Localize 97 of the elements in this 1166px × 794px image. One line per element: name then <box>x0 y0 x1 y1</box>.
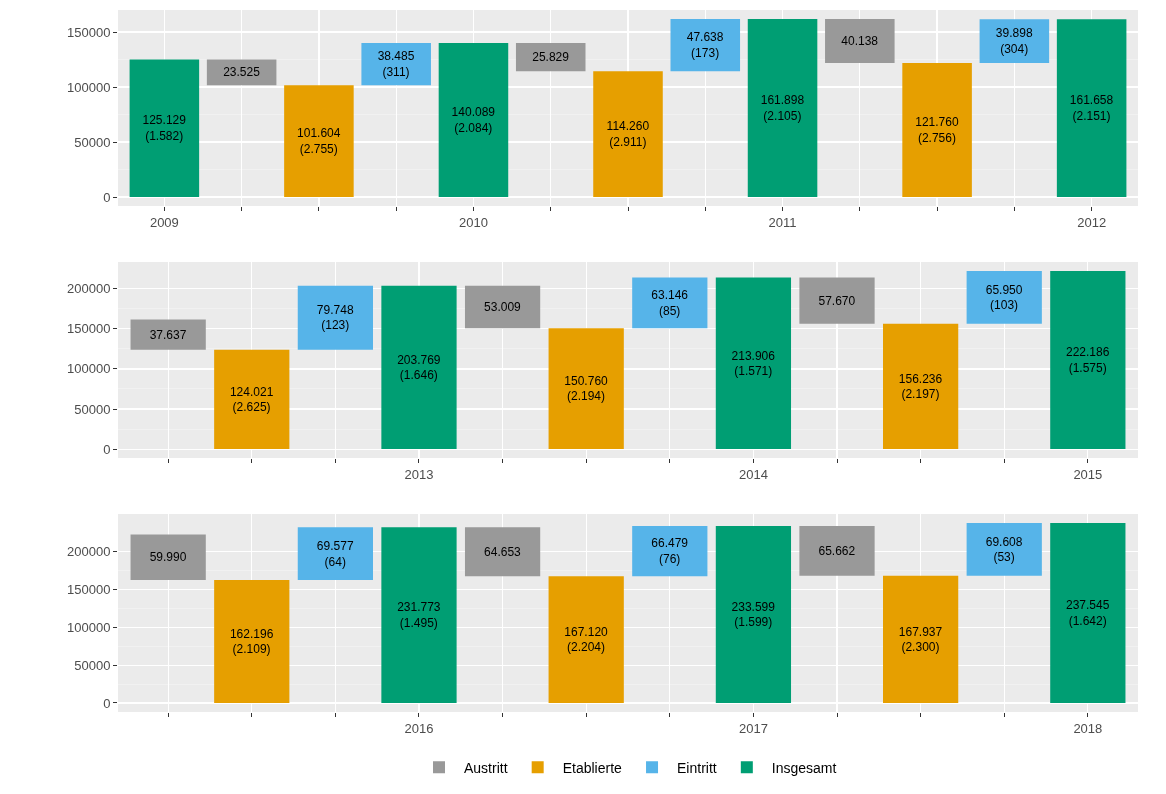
data-label: 47.638 (173) <box>686 30 724 60</box>
bar <box>825 18 895 64</box>
data-label: 40.138 <box>841 34 879 49</box>
x-tick-label: 2018 <box>1073 720 1103 736</box>
bar <box>593 71 663 198</box>
x-tick-label: 2015 <box>1073 466 1103 482</box>
y-tick-label: 50000 <box>74 134 111 150</box>
y-tick-label: 100000 <box>67 361 111 377</box>
x-tick-label: 2017 <box>738 720 768 736</box>
data-label: 167.937 (2.300) <box>898 624 943 655</box>
data-label: 124.021 (2.625) <box>229 384 274 415</box>
y-tick-label: 0 <box>103 695 111 711</box>
bar <box>883 323 959 450</box>
data-label: 231.773 (1.495) <box>397 600 441 630</box>
bar <box>1056 19 1127 198</box>
data-label: 79.748 (123) <box>316 302 354 333</box>
data-label: 161.658 (2.151) <box>1069 93 1114 123</box>
legend-label: Insgesamt <box>771 759 837 776</box>
data-label: 23.525 <box>223 65 261 80</box>
x-tick-label: 2009 <box>149 214 179 230</box>
bar <box>747 18 818 198</box>
y-tick-label: 100000 <box>67 619 111 635</box>
data-label: 65.950 (103) <box>985 282 1023 313</box>
y-tick-label: 0 <box>103 189 111 205</box>
x-tick-label: 2016 <box>404 720 434 736</box>
x-tick-label: 2010 <box>458 214 488 230</box>
data-label: 66.479 (76) <box>651 536 689 566</box>
y-tick-label: 50000 <box>74 657 111 673</box>
data-label: 161.898 (2.105) <box>760 93 805 123</box>
bar <box>799 277 875 324</box>
legend-label: Austritt <box>464 759 508 776</box>
bar <box>438 42 509 198</box>
bar <box>548 576 624 703</box>
y-tick-label: 50000 <box>74 401 111 417</box>
data-label: 63.146 (85) <box>651 288 689 318</box>
bar <box>632 277 708 329</box>
data-label: 150.760 (2.194) <box>564 373 609 404</box>
bar <box>799 525 875 576</box>
bar <box>130 319 206 350</box>
bar <box>966 522 1042 576</box>
data-label: 101.604 (2.755) <box>297 126 341 156</box>
data-label: 121.760 (2.756) <box>915 115 959 145</box>
bar <box>1050 522 1126 703</box>
data-label: 39.898 (304) <box>995 26 1033 56</box>
bar <box>214 580 290 703</box>
bar <box>632 525 708 577</box>
data-label: 156.236 (2.197) <box>898 371 943 402</box>
bar <box>214 349 290 450</box>
data-label: 59.990 <box>149 550 187 565</box>
legend-label: Etablierte <box>562 759 623 776</box>
data-label: 167.120 (2.204) <box>564 624 609 655</box>
data-label: 114.260 (2.911) <box>606 119 650 150</box>
data-label: 69.608 (53) <box>985 534 1023 565</box>
y-tick-label: 200000 <box>67 543 111 559</box>
x-tick-label: 2013 <box>404 466 434 482</box>
data-label: 69.577 (64) <box>316 538 354 569</box>
y-tick-label: 200000 <box>67 281 111 297</box>
data-label: 125.129 (1.582) <box>142 113 187 144</box>
bar <box>883 575 959 703</box>
bar <box>297 285 373 350</box>
data-label: 233.599 (1.599) <box>731 599 776 630</box>
bar <box>284 85 354 198</box>
y-tick-label: 150000 <box>67 581 111 597</box>
data-label: 162.196 (2.109) <box>229 626 274 657</box>
x-tick-label: 2011 <box>768 214 797 230</box>
y-tick-label: 0 <box>103 441 111 457</box>
data-label: 37.637 <box>149 327 187 342</box>
data-label: 53.009 <box>484 299 522 314</box>
bar <box>1050 270 1126 450</box>
data-label: 237.545 (1.642) <box>1065 598 1110 628</box>
data-label: 57.670 <box>818 293 856 308</box>
data-label: 222.186 (1.575) <box>1065 345 1110 375</box>
x-tick-label: 2014 <box>738 466 768 482</box>
bar <box>297 527 373 581</box>
data-label: 213.906 (1.571) <box>731 348 776 379</box>
bar <box>381 285 457 450</box>
data-label: 25.829 <box>532 50 570 65</box>
bar <box>130 534 206 581</box>
legend-label: Eintritt <box>677 759 717 776</box>
bar <box>381 527 457 703</box>
data-label: 64.653 <box>484 544 522 559</box>
y-tick-label: 100000 <box>67 79 111 95</box>
bar <box>902 63 972 198</box>
data-label: 65.662 <box>818 543 856 558</box>
bar <box>464 527 541 577</box>
x-tick-label: 2012 <box>1077 214 1107 230</box>
data-label: 140.089 (2.084) <box>451 105 496 135</box>
bar <box>548 328 624 450</box>
bar <box>715 277 792 450</box>
y-tick-label: 150000 <box>67 24 111 40</box>
data-label: 203.769 (1.646) <box>397 352 441 383</box>
bar <box>715 525 792 703</box>
bar <box>129 59 200 198</box>
bar <box>966 270 1042 324</box>
bar <box>464 285 541 329</box>
y-tick-label: 150000 <box>67 321 111 337</box>
data-label: 38.485 (311) <box>377 49 415 79</box>
